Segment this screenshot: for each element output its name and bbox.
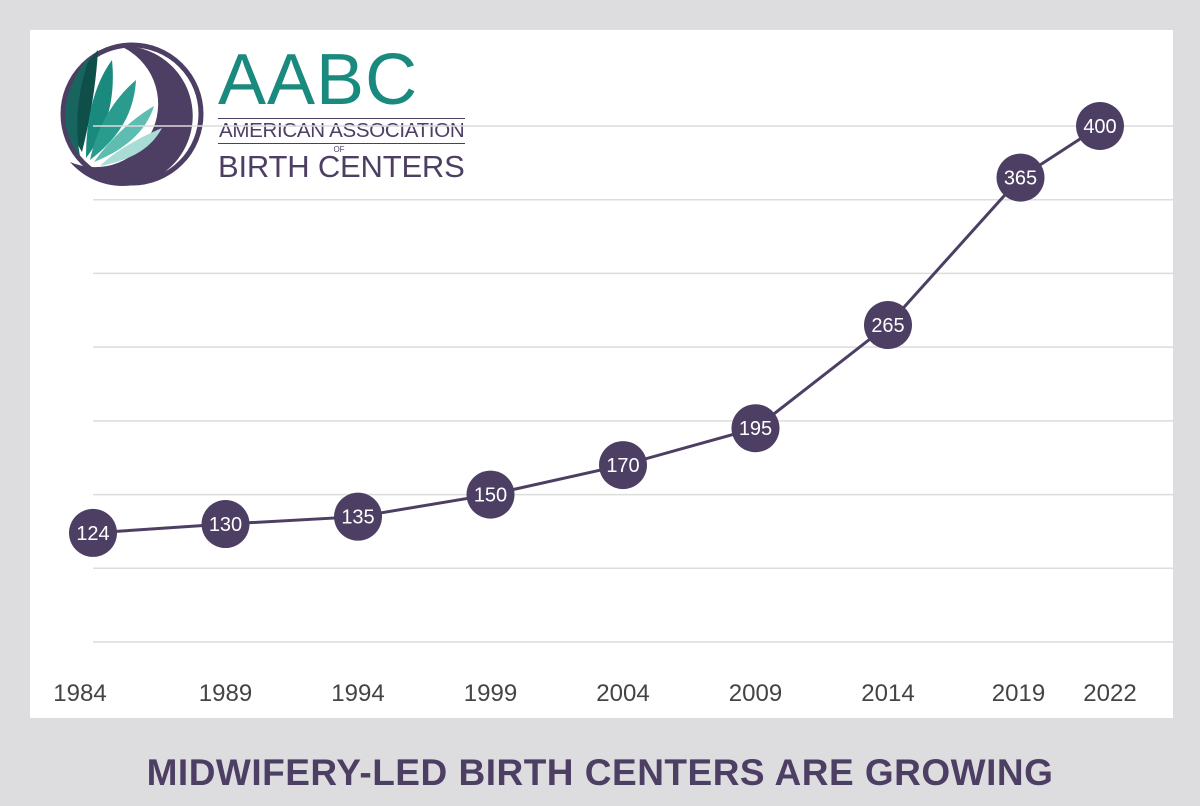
- logo-of: OF: [333, 145, 345, 154]
- data-point: [201, 500, 250, 549]
- logo-line-2: BIRTH CENTERS: [218, 149, 465, 184]
- x-tick-label: 1999: [464, 680, 517, 707]
- data-point: [599, 441, 647, 490]
- data-label: 130: [209, 514, 242, 536]
- data-label: 365: [1004, 168, 1037, 190]
- chart-panel: [30, 30, 1173, 718]
- data-label: 265: [871, 315, 904, 337]
- data-point: [864, 301, 912, 350]
- x-tick-label: 1994: [331, 680, 384, 707]
- data-label: 124: [76, 523, 109, 545]
- x-tick-label: 2014: [861, 680, 914, 707]
- data-point: [731, 404, 780, 453]
- series-line: [92, 124, 1101, 535]
- logo-line-1: AMERICAN ASSOCIATION: [218, 118, 466, 144]
- data-points: 124 130 135 150 170 195 265 365 400: [69, 102, 1124, 557]
- data-point: [466, 470, 515, 519]
- x-tick-label: 2004: [596, 680, 649, 707]
- x-tick-label: 1989: [199, 680, 252, 707]
- data-label: 195: [739, 418, 772, 440]
- gridlines: [93, 125, 1173, 643]
- data-label: 135: [341, 507, 374, 529]
- data-point: [996, 153, 1045, 202]
- x-tick-label: 1984: [53, 680, 106, 707]
- data-label: 400: [1083, 116, 1116, 138]
- data-label: 150: [474, 485, 507, 507]
- x-tick-label: 2009: [729, 680, 782, 707]
- data-point: [1076, 102, 1124, 150]
- x-tick-label: 2022: [1083, 680, 1136, 707]
- lotus-emblem-icon: [60, 42, 204, 186]
- series-polyline: [92, 124, 1101, 535]
- chart-caption: MIDWIFERY-LED BIRTH CENTERS ARE GROWING: [146, 752, 1054, 793]
- aabc-logo: AABC AMERICAN ASSOCIATION OF BIRTH CENTE…: [50, 40, 470, 190]
- x-tick-label: 2019: [992, 680, 1045, 707]
- data-point: [334, 492, 382, 541]
- data-point: [69, 508, 117, 557]
- logo-acronym: AABC: [218, 40, 419, 120]
- data-label: 170: [606, 455, 639, 477]
- x-axis-ticks: 1984 1989 1994 1999 2004 2009 2014 2019 2022: [53, 680, 1136, 707]
